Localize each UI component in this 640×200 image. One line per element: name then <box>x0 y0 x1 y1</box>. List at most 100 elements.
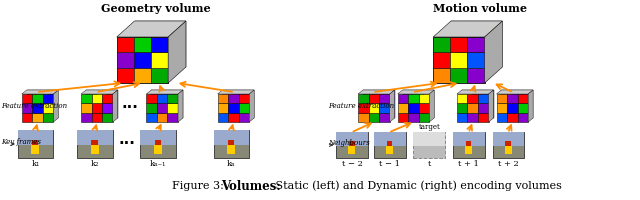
Bar <box>162 90 172 99</box>
Polygon shape <box>397 90 434 94</box>
Bar <box>22 103 32 113</box>
Bar <box>107 90 118 99</box>
Bar <box>336 132 368 146</box>
Bar <box>478 103 488 113</box>
Bar <box>363 90 374 99</box>
Bar <box>467 68 484 83</box>
Bar <box>374 132 406 158</box>
Bar <box>467 113 478 122</box>
Bar <box>116 37 168 83</box>
Bar <box>157 113 168 122</box>
Bar <box>43 103 53 113</box>
Bar <box>451 52 468 67</box>
Bar <box>151 99 162 109</box>
Bar <box>465 146 472 154</box>
Bar <box>233 99 244 109</box>
Bar <box>472 109 483 118</box>
Bar <box>228 113 239 122</box>
Bar <box>379 113 390 122</box>
Bar <box>369 103 379 113</box>
Bar <box>403 109 413 118</box>
Bar <box>155 140 161 145</box>
Bar <box>157 94 168 103</box>
Bar <box>32 94 43 103</box>
Bar <box>468 52 485 67</box>
Text: Volumes:: Volumes: <box>221 180 282 192</box>
Bar <box>336 132 368 158</box>
Bar <box>37 90 48 99</box>
Bar <box>478 113 488 122</box>
Bar <box>433 68 451 83</box>
Text: t − 2: t − 2 <box>342 160 362 168</box>
Bar <box>116 37 134 52</box>
Bar <box>397 103 408 113</box>
Polygon shape <box>116 21 186 37</box>
Bar <box>467 52 484 68</box>
Bar <box>387 141 392 146</box>
Bar <box>228 103 239 113</box>
Bar <box>48 90 58 99</box>
Bar <box>403 99 413 109</box>
Bar <box>408 103 419 113</box>
Bar <box>502 90 512 99</box>
Bar <box>32 140 38 145</box>
Bar <box>151 68 168 83</box>
Bar <box>239 94 249 103</box>
Bar <box>147 103 157 113</box>
Bar <box>348 146 355 154</box>
Text: kₙ: kₙ <box>227 160 236 168</box>
Bar <box>107 99 118 109</box>
Bar <box>97 109 107 118</box>
Bar <box>349 141 355 146</box>
Bar <box>107 109 118 118</box>
Bar <box>97 99 107 109</box>
Bar <box>413 99 424 109</box>
Bar <box>223 109 233 118</box>
Bar <box>169 36 186 52</box>
Bar <box>102 113 113 122</box>
Bar <box>386 146 393 154</box>
Bar <box>451 37 467 52</box>
Bar <box>424 99 434 109</box>
Bar <box>227 145 235 154</box>
Bar <box>497 113 507 122</box>
Bar <box>86 109 97 118</box>
Bar <box>408 94 419 103</box>
Bar <box>467 94 478 103</box>
Bar <box>433 37 451 52</box>
Bar <box>116 68 134 83</box>
Bar <box>468 21 485 36</box>
Bar <box>384 90 395 99</box>
Bar <box>31 145 39 154</box>
Bar <box>134 52 151 68</box>
Bar <box>32 103 43 113</box>
Bar <box>433 37 484 83</box>
Bar <box>379 103 390 113</box>
Bar <box>493 132 524 146</box>
Bar <box>169 21 186 36</box>
Polygon shape <box>528 90 533 122</box>
Bar <box>374 132 406 146</box>
Polygon shape <box>484 21 502 83</box>
Bar <box>451 68 467 83</box>
Text: t: t <box>428 160 431 168</box>
Bar <box>92 94 102 103</box>
Bar <box>168 113 178 122</box>
Bar <box>151 90 162 99</box>
Text: ···: ··· <box>118 136 135 152</box>
Bar <box>512 109 522 118</box>
Bar <box>81 94 92 103</box>
Bar <box>507 94 518 103</box>
Bar <box>397 113 408 122</box>
Text: t + 1: t + 1 <box>458 160 479 168</box>
Bar <box>451 52 467 68</box>
Bar <box>102 103 113 113</box>
Bar <box>151 52 168 68</box>
Text: kₙ₋₁: kₙ₋₁ <box>150 160 166 168</box>
Bar <box>233 90 244 99</box>
Bar <box>424 90 434 99</box>
Bar <box>472 90 483 99</box>
Bar <box>48 109 58 118</box>
Polygon shape <box>457 90 493 94</box>
Polygon shape <box>53 90 58 122</box>
